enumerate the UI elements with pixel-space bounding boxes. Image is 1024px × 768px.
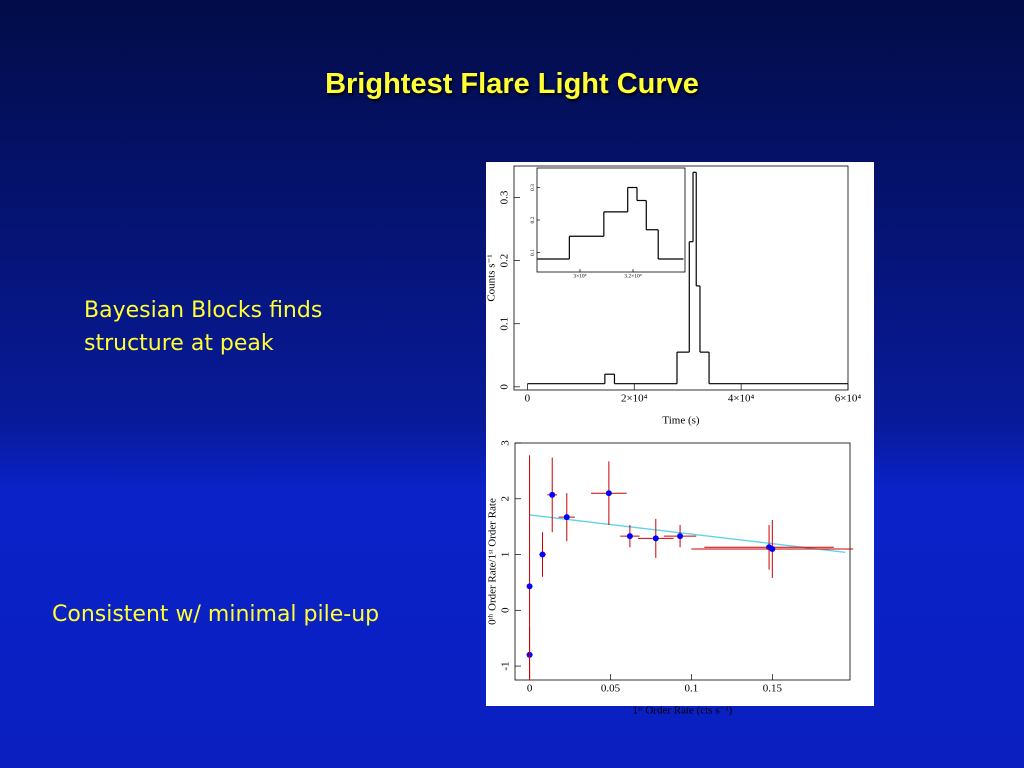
fit-line (529, 514, 846, 553)
y-tick-label: 2 (500, 496, 512, 502)
x-axis-label: Time (s) (662, 415, 700, 427)
data-point (605, 490, 612, 497)
x-tick-label: 3.2×10⁴ (624, 274, 641, 280)
plot-frame (536, 167, 686, 273)
data-point (526, 583, 533, 590)
y-tick-label: 0.3 (530, 184, 536, 191)
y-tick-label: 0 (500, 607, 512, 613)
y-tick-label: 0.2 (530, 216, 536, 223)
x-tick-label: 0.15 (763, 682, 783, 694)
x-tick-label: 0 (527, 682, 533, 694)
y-tick-label: 0 (499, 384, 511, 390)
data-point (769, 545, 776, 552)
plot-frame (514, 442, 851, 681)
y-axis-label: 0ᵗʰ Order Rate/1ˢᵗ Order Rate (487, 498, 499, 625)
y-tick-label: 0.1 (530, 249, 536, 256)
y-tick-label: 3 (500, 440, 512, 446)
y-tick-label: 0.1 (499, 317, 511, 331)
x-tick-label: 0 (525, 392, 531, 404)
x-tick-label: 6×10⁴ (835, 392, 862, 404)
data-point (549, 491, 556, 498)
x-axis-label: 1ˢᵗ Order Rate (cts s⁻¹) (633, 705, 733, 717)
x-tick-label: 4×10⁴ (728, 392, 755, 404)
data-point (677, 533, 684, 540)
data-point (652, 535, 659, 542)
y-axis-label: Counts s⁻¹ (486, 254, 498, 301)
x-tick-label: 3×10⁴ (573, 274, 586, 280)
y-tick-label: 0.3 (499, 190, 511, 204)
data-point (563, 514, 570, 521)
y-tick-label: 1 (500, 552, 512, 558)
x-tick-label: 2×10⁴ (621, 392, 648, 404)
slide-title: Brightest Flare Light Curve (325, 68, 699, 100)
x-tick-label: 0.05 (601, 682, 621, 694)
bullet-text: Consistent w/ minimal pile-up (52, 602, 380, 627)
data-point (626, 533, 633, 540)
bullet-text: Bayesian Blocks finds structure at peak (84, 298, 323, 356)
data-point (539, 551, 546, 558)
y-tick-label: -1 (500, 661, 512, 670)
x-tick-label: 0.1 (685, 682, 699, 694)
y-tick-label: 0.2 (499, 254, 511, 268)
